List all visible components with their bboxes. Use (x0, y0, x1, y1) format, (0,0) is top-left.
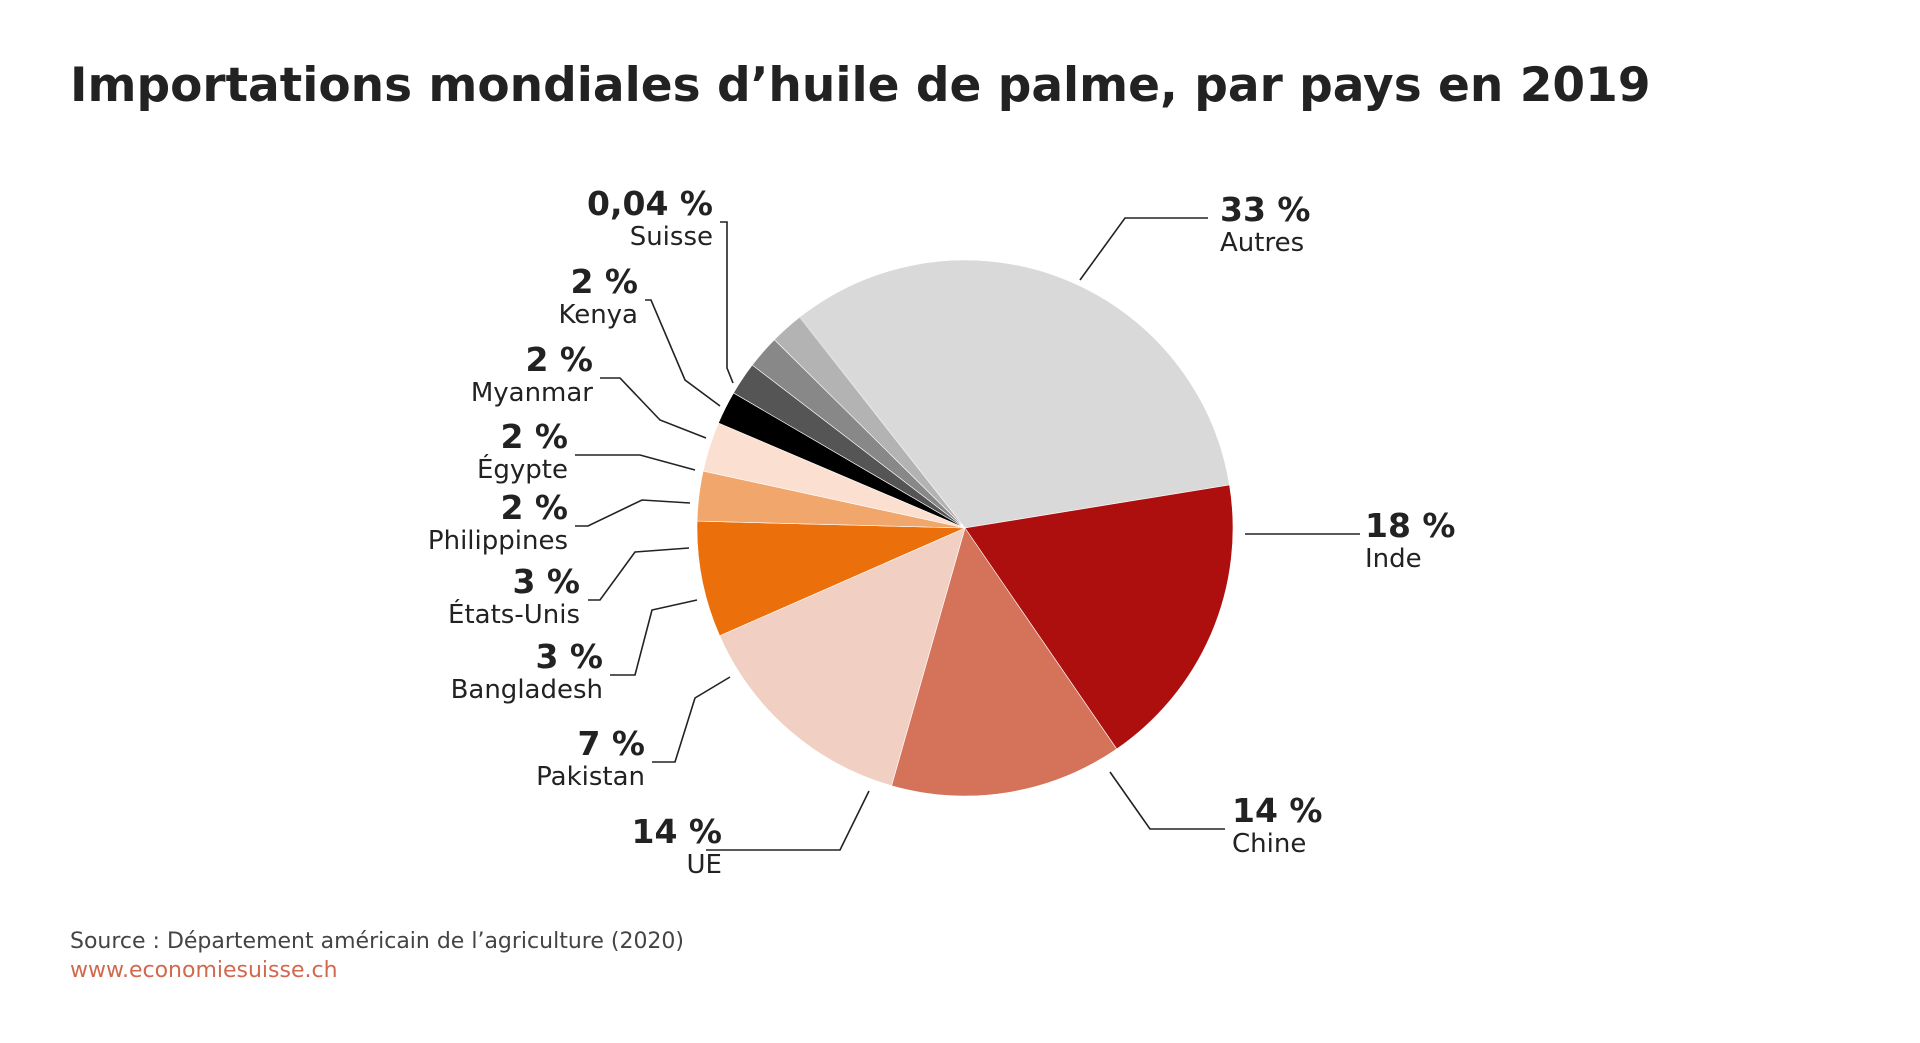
slice-value-etats-unis: 3 % (512, 562, 580, 601)
leader-line-kenya (645, 299, 721, 407)
slice-label-egypte: Égypte (477, 453, 568, 485)
slice-value-kenya: 2 % (570, 262, 638, 301)
slice-value-bangladesh: 3 % (535, 637, 603, 676)
pie-slice-pakistan (696, 520, 966, 637)
leader-line-ue (706, 790, 870, 851)
pie-slice-inde (964, 484, 1234, 750)
slice-value-philippines: 2 % (500, 488, 568, 527)
slice-label-bangladesh: Bangladesh (451, 675, 603, 705)
leader-line-chine (1109, 771, 1225, 830)
slice-label-chine: Chine (1232, 829, 1306, 859)
slice-label-philippines: Philippines (428, 526, 568, 556)
pie-slice-ue (719, 527, 966, 787)
pie-slice-suisse (799, 316, 965, 528)
leader-line-myanmar (600, 377, 707, 439)
slice-value-myanmar: 2 % (525, 340, 593, 379)
pie-slice-chine (891, 527, 1118, 797)
slice-value-autres: 33 % (1220, 190, 1310, 229)
slice-label-suisse: Suisse (630, 222, 713, 252)
slice-label-autres: Autres (1220, 228, 1304, 258)
pie-slice-kenya (773, 316, 966, 529)
slice-value-chine: 14 % (1232, 791, 1322, 830)
slice-label-myanmar: Myanmar (471, 378, 593, 408)
leader-line-autres (1079, 217, 1208, 281)
leader-line-philippines (575, 499, 691, 527)
slice-value-inde: 18 % (1365, 506, 1455, 545)
slice-value-egypte: 2 % (500, 417, 568, 456)
leader-line-bangladesh (610, 599, 698, 676)
chart-title: Importations mondiales d’huile de palme,… (70, 58, 1651, 113)
slice-label-inde: Inde (1365, 544, 1422, 574)
leader-line-etats-unis (588, 547, 690, 601)
slice-label-pakistan: Pakistan (536, 762, 645, 792)
slice-value-suisse: 0,04 % (587, 184, 713, 223)
slice-value-ue: 14 % (632, 812, 722, 851)
pie-slice-autres (799, 259, 1230, 529)
slice-value-pakistan: 7 % (577, 724, 645, 763)
leader-line-suisse (720, 221, 734, 384)
leader-line-pakistan (652, 676, 731, 763)
slice-label-kenya: Kenya (558, 300, 638, 330)
website-link[interactable]: www.economiesuisse.ch (70, 958, 338, 983)
leader-line-egypte (575, 454, 696, 471)
source-note: Source : Département américain de l’agri… (70, 929, 685, 954)
slice-label-etats-unis: États-Unis (448, 598, 580, 630)
slice-label-ue: UE (687, 850, 722, 880)
